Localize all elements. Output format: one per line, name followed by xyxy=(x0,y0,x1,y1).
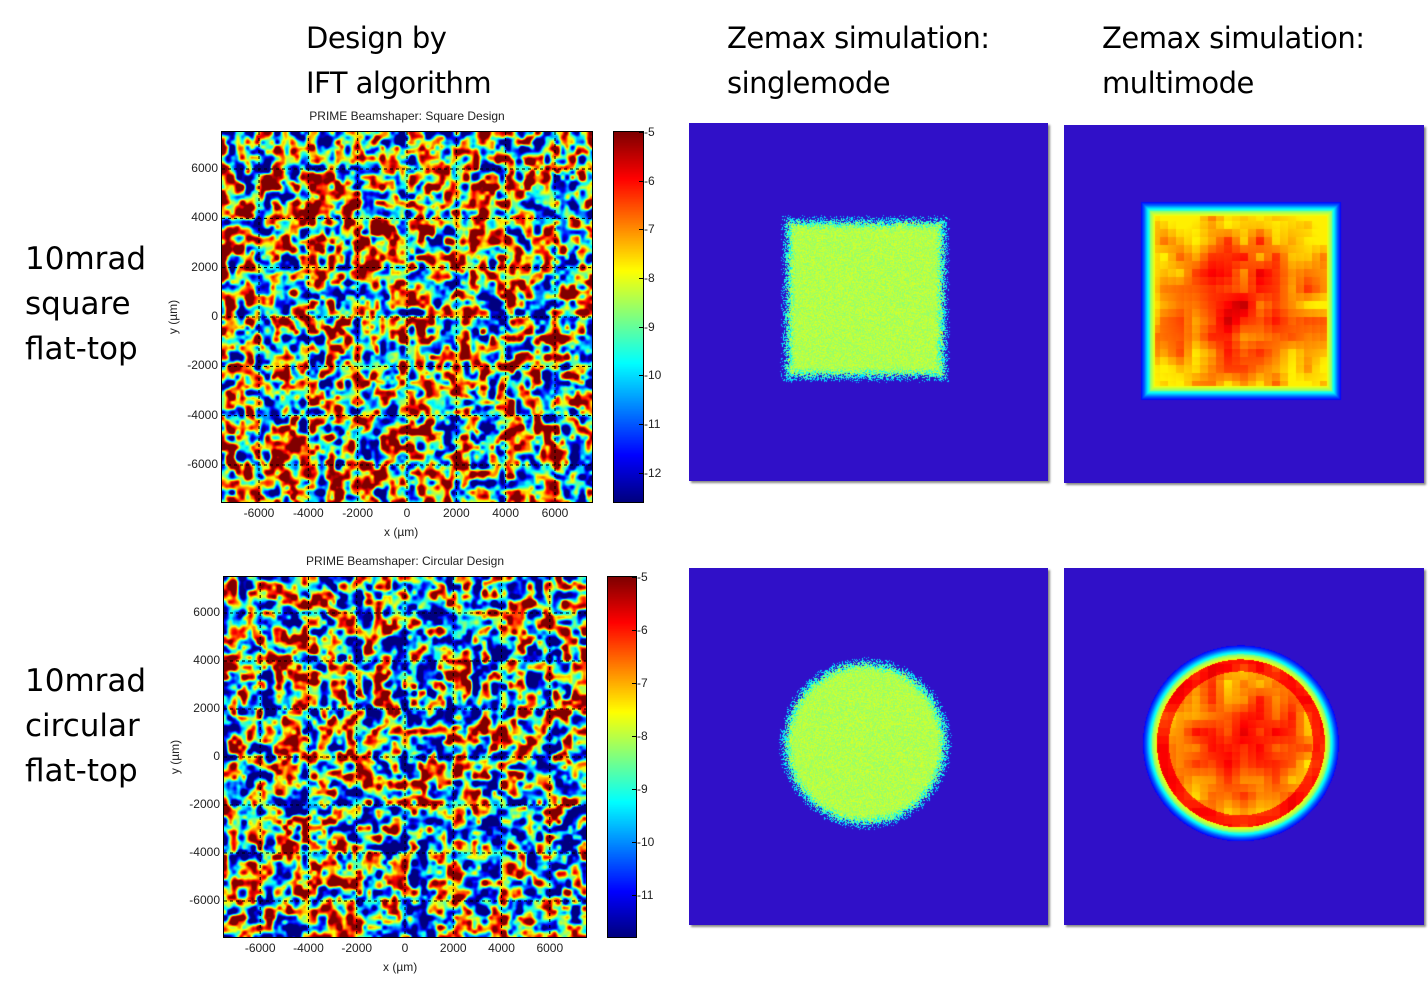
y-tick-label: -4000 xyxy=(187,407,218,422)
colorbar-tick-mark xyxy=(632,735,636,737)
x-tick-label: -4000 xyxy=(292,506,324,520)
y-tick-label: 6000 xyxy=(193,605,220,619)
y-tick-label: 2000 xyxy=(191,259,218,274)
colorbar-tick-mark xyxy=(632,788,636,790)
y-tick-label: -4000 xyxy=(189,845,220,859)
x-tick-label: -2000 xyxy=(341,941,373,955)
x-tick-label: -6000 xyxy=(243,506,275,520)
x-tick-label: 4000 xyxy=(492,506,519,520)
grid-lines xyxy=(222,132,592,502)
grid-lines xyxy=(224,577,586,937)
row-label-circular: 10mrad circular flat-top xyxy=(25,659,146,794)
colorbar-tick-label: -6 xyxy=(637,622,648,637)
colorbar-tick-label: -10 xyxy=(644,368,662,383)
colorbar-tick-label: -8 xyxy=(644,271,655,286)
row-label-line: circular xyxy=(25,708,140,744)
y-axis-label: y (µm) xyxy=(166,299,180,335)
row-label-line: 10mrad xyxy=(25,241,147,277)
heading-line: Zemax simulation: xyxy=(1102,21,1365,55)
colorbar-tick-mark xyxy=(632,894,636,896)
colorbar-tick-label: -11 xyxy=(637,887,654,902)
colorbar xyxy=(608,577,636,937)
x-tick-label: 0 xyxy=(403,506,411,520)
y-tick-label: -2000 xyxy=(187,358,218,373)
x-tick-label: -6000 xyxy=(244,941,276,955)
colorbar-tick-label: -12 xyxy=(644,465,662,480)
heading-zemax-multimode: Zemax simulation: multimode xyxy=(1102,16,1365,106)
y-tick-label: 6000 xyxy=(191,161,218,175)
x-tick-label: 4000 xyxy=(488,941,515,955)
x-tick-label: -4000 xyxy=(293,941,324,955)
row-label-line: flat-top xyxy=(25,331,138,367)
heading-line: singlemode xyxy=(727,66,891,100)
colorbar-tick-mark xyxy=(639,278,643,280)
colorbar-tick-mark xyxy=(639,424,643,426)
y-axis-label: y (µm) xyxy=(168,739,182,775)
colorbar-tick-label: -11 xyxy=(644,417,661,432)
y-tick-label: 4000 xyxy=(191,210,218,225)
x-axis-label: x (µm) xyxy=(384,525,419,539)
zemax-singlemode-square xyxy=(689,123,1048,481)
colorbar-tick-label: -6 xyxy=(644,173,655,188)
heading-line: Design by xyxy=(306,21,447,55)
x-tick-label: 2000 xyxy=(442,506,470,520)
colorbar-tick-label: -7 xyxy=(637,675,648,690)
y-tick-label: -2000 xyxy=(189,797,220,811)
row-label-square: 10mrad square flat-top xyxy=(25,237,146,372)
heading-ift-design: Design by IFT algorithm xyxy=(306,16,492,106)
x-axis-label: x (µm) xyxy=(383,960,418,974)
colorbar-tick-mark xyxy=(632,629,636,631)
y-tick-label: 4000 xyxy=(193,653,220,667)
colorbar-tick-mark xyxy=(632,682,636,684)
colorbar-tick-mark xyxy=(639,326,643,328)
colorbar-tick-mark xyxy=(639,229,643,231)
colorbar-tick-label: -10 xyxy=(637,834,655,849)
x-tick-label: 0 xyxy=(401,941,409,955)
colorbar-tick-mark xyxy=(639,472,643,474)
x-tick-label: -2000 xyxy=(342,506,373,520)
colorbar-tick-label: -7 xyxy=(644,222,655,237)
colorbar-tick-label: -9 xyxy=(637,781,648,796)
chart-title: PRIME Beamshaper: Circular Design xyxy=(305,554,505,568)
heading-line: multimode xyxy=(1102,66,1254,100)
colorbar-tick-label: -9 xyxy=(644,319,655,334)
y-tick-label: -6000 xyxy=(187,457,218,471)
heading-line: IFT algorithm xyxy=(306,66,492,100)
colorbar-tick-mark xyxy=(639,375,643,377)
colorbar-tick-label: -8 xyxy=(637,728,648,743)
colorbar-tick-mark xyxy=(632,841,636,843)
zemax-singlemode-circular xyxy=(689,568,1048,925)
x-tick-label: 6000 xyxy=(536,941,564,955)
colorbar-tick-label: -5 xyxy=(644,125,655,139)
y-tick-label: 0 xyxy=(213,749,220,763)
row-label-line: flat-top xyxy=(25,753,138,789)
y-tick-label: 0 xyxy=(211,309,218,323)
colorbar-tick-mark xyxy=(639,132,643,133)
heading-line: Zemax simulation: xyxy=(727,21,990,55)
x-tick-label: 6000 xyxy=(541,506,569,520)
colorbar-tick-mark xyxy=(632,577,636,578)
y-tick-label: 2000 xyxy=(193,701,220,715)
heading-zemax-singlemode: Zemax simulation: singlemode xyxy=(727,16,990,106)
colorbar-tick-mark xyxy=(639,180,643,182)
row-label-line: square xyxy=(25,286,131,322)
colorbar xyxy=(614,132,643,502)
colorbar-tick-label: -5 xyxy=(637,570,648,584)
x-tick-label: 2000 xyxy=(439,941,467,955)
chart-title: PRIME Beamshaper: Square Design xyxy=(309,109,505,123)
zemax-multimode-circular xyxy=(1064,568,1424,925)
y-tick-label: -6000 xyxy=(189,893,220,907)
zemax-multimode-square xyxy=(1064,125,1424,483)
row-label-line: 10mrad xyxy=(25,663,147,699)
